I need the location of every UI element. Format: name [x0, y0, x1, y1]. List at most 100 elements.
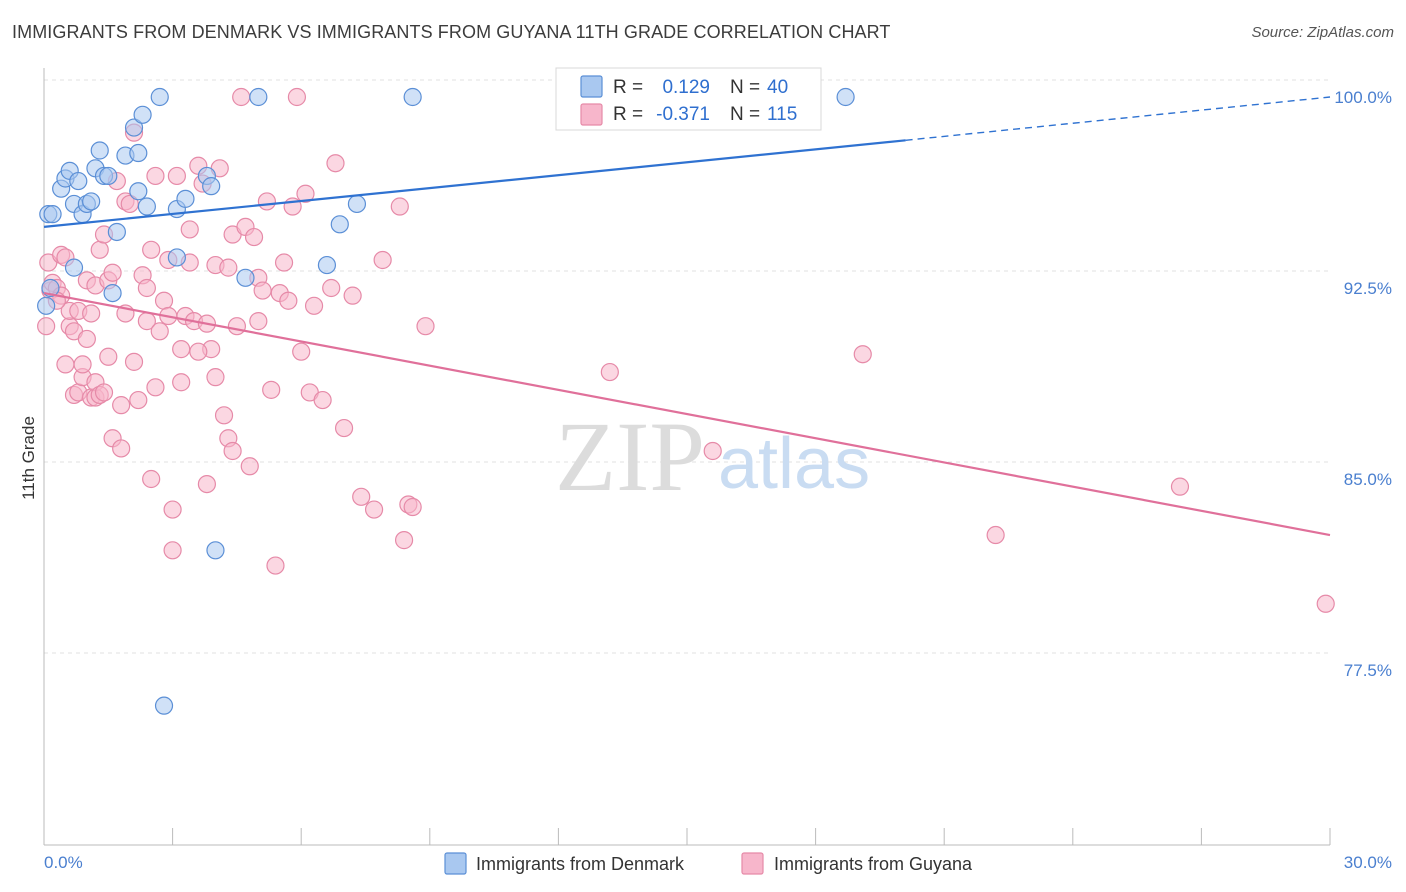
guyana-point	[403, 497, 422, 517]
legend-denmark-n-value: 40	[767, 77, 788, 98]
denmark-point	[90, 141, 109, 160]
guyana-point	[137, 278, 156, 298]
guyana-point	[352, 487, 371, 506]
guyana-point	[223, 441, 242, 461]
denmark-point	[41, 278, 60, 298]
y-axis-title: 11th Grade	[19, 416, 38, 500]
legend-denmark-swatch	[580, 75, 603, 98]
guyana-point	[227, 317, 246, 336]
watermark-atlas: atlas	[718, 424, 870, 504]
bottom-legend-denmark-swatch	[444, 852, 467, 875]
guyana-point	[296, 184, 315, 203]
guyana-point	[394, 531, 414, 550]
denmark-point	[176, 189, 195, 208]
denmark-point	[330, 215, 349, 234]
denmark-point	[129, 182, 148, 201]
bottom-legend-guyana-label: Immigrants from Guyana	[774, 854, 973, 874]
guyana-point	[142, 240, 161, 259]
guyana-point	[77, 329, 96, 349]
denmark-point	[167, 248, 186, 267]
x-tick-label-min: 0.0%	[44, 853, 83, 872]
guyana-point	[703, 441, 722, 461]
watermark-zip: ZIP	[555, 401, 705, 512]
legend-guyana-n-value: 115	[767, 104, 797, 125]
guyana-point	[112, 396, 131, 415]
guyana-point	[249, 312, 268, 331]
guyana-point	[103, 263, 122, 282]
legend-guyana-swatch	[580, 103, 603, 126]
denmark-point	[154, 696, 174, 715]
denmark-point	[249, 87, 268, 107]
guyana-point	[56, 355, 75, 374]
guyana-point	[292, 342, 311, 361]
guyana-point	[94, 383, 114, 402]
guyana-point	[99, 347, 118, 366]
guyana-point	[262, 380, 281, 399]
guyana-point	[232, 87, 251, 107]
denmark-point	[43, 205, 62, 224]
guyana-point	[82, 304, 101, 323]
denmark-point	[107, 222, 126, 242]
guyana-point	[206, 368, 225, 387]
y-tick-label: 77.5%	[1344, 661, 1392, 680]
denmark-point	[69, 171, 88, 191]
denmark-point	[317, 255, 337, 275]
legend-guyana-r-label: R =	[613, 104, 643, 125]
denmark-point	[124, 118, 144, 137]
denmark-point	[403, 87, 422, 107]
guyana-point	[1316, 594, 1335, 613]
series-legend: Immigrants from Denmark Immigrants from …	[444, 852, 973, 875]
denmark-point	[37, 296, 56, 315]
guyana-point	[180, 220, 199, 239]
guyana-point	[326, 154, 345, 173]
denmark-point	[347, 194, 367, 214]
y-tick-label: 100.0%	[1334, 88, 1392, 107]
legend-denmark-n-label: N =	[730, 77, 760, 98]
y-tick-labels: 77.5% 85.0% 92.5% 100.0%	[1334, 88, 1392, 680]
legend-guyana-r-value: -0.371	[656, 104, 710, 125]
guyana-point	[279, 291, 298, 310]
guyana-point	[1170, 477, 1190, 496]
bottom-legend-denmark-label: Immigrants from Denmark	[476, 854, 685, 874]
guyana-point	[197, 474, 216, 494]
denmark-point	[99, 166, 118, 186]
denmark-point	[103, 283, 122, 303]
guyana-point	[154, 291, 174, 310]
guyana-point	[146, 166, 165, 186]
guyana-point	[364, 500, 384, 519]
guyana-point	[266, 556, 285, 575]
guyana-point	[253, 281, 272, 300]
denmark-point	[129, 143, 148, 163]
guyana-point	[853, 345, 872, 364]
guyana-point	[287, 87, 307, 107]
guyana-point	[142, 469, 161, 489]
correlation-legend: R = 0.129 N = 40 R = -0.371 N = 115	[555, 67, 822, 131]
guyana-point	[146, 378, 165, 397]
guyana-point	[390, 197, 409, 216]
guyana-point	[240, 457, 259, 476]
x-tick-label-max: 30.0%	[1344, 853, 1392, 872]
guyana-point	[163, 500, 182, 519]
guyana-point	[274, 253, 294, 272]
guyana-point	[986, 525, 1005, 545]
guyana-point	[343, 286, 362, 305]
denmark-point	[236, 268, 255, 287]
y-tick-label: 85.0%	[1344, 470, 1392, 489]
legend-denmark-r-label: R =	[613, 77, 643, 98]
denmark-point	[64, 258, 84, 277]
gridlines	[44, 79, 1330, 654]
guyana-trend-line	[43, 292, 1331, 537]
guyana-point	[167, 166, 186, 186]
denmark-points	[37, 87, 855, 715]
x-axis-ticks	[43, 828, 1331, 845]
guyana-point	[129, 390, 148, 410]
guyana-point	[244, 227, 264, 247]
guyana-point	[322, 278, 341, 298]
guyana-point	[219, 258, 238, 277]
denmark-point	[82, 192, 101, 211]
guyana-point	[214, 406, 234, 425]
legend-denmark-r-value: 0.129	[662, 77, 710, 98]
guyana-point	[163, 541, 182, 560]
guyana-points	[37, 87, 1335, 613]
